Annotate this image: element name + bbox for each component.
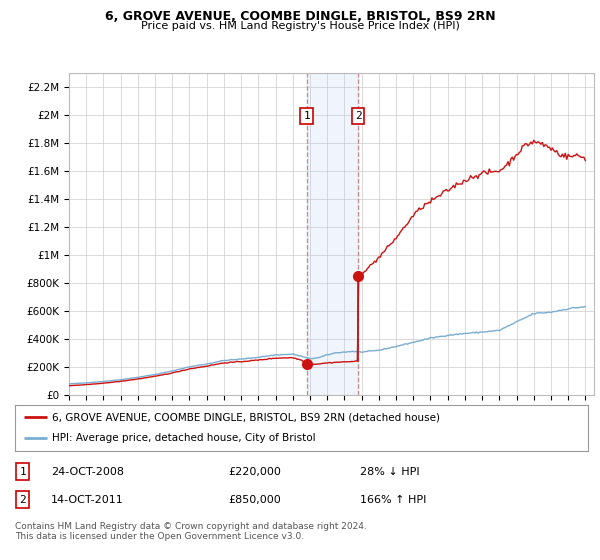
Bar bbox=[307, 73, 358, 395]
Text: Contains HM Land Registry data © Crown copyright and database right 2024.
This d: Contains HM Land Registry data © Crown c… bbox=[15, 522, 367, 542]
Text: 1: 1 bbox=[304, 111, 310, 122]
Text: 6, GROVE AVENUE, COOMBE DINGLE, BRISTOL, BS9 2RN (detached house): 6, GROVE AVENUE, COOMBE DINGLE, BRISTOL,… bbox=[52, 412, 440, 422]
Text: 2: 2 bbox=[355, 111, 361, 122]
Text: Price paid vs. HM Land Registry's House Price Index (HPI): Price paid vs. HM Land Registry's House … bbox=[140, 21, 460, 31]
Text: 28% ↓ HPI: 28% ↓ HPI bbox=[360, 466, 419, 477]
Text: 166% ↑ HPI: 166% ↑ HPI bbox=[360, 494, 427, 505]
Text: 24-OCT-2008: 24-OCT-2008 bbox=[51, 466, 124, 477]
Text: £220,000: £220,000 bbox=[228, 466, 281, 477]
Text: 14-OCT-2011: 14-OCT-2011 bbox=[51, 494, 124, 505]
Text: HPI: Average price, detached house, City of Bristol: HPI: Average price, detached house, City… bbox=[52, 433, 316, 444]
Text: £850,000: £850,000 bbox=[228, 494, 281, 505]
Text: 6, GROVE AVENUE, COOMBE DINGLE, BRISTOL, BS9 2RN: 6, GROVE AVENUE, COOMBE DINGLE, BRISTOL,… bbox=[104, 10, 496, 23]
Text: 1: 1 bbox=[19, 466, 26, 477]
Text: 2: 2 bbox=[19, 494, 26, 505]
